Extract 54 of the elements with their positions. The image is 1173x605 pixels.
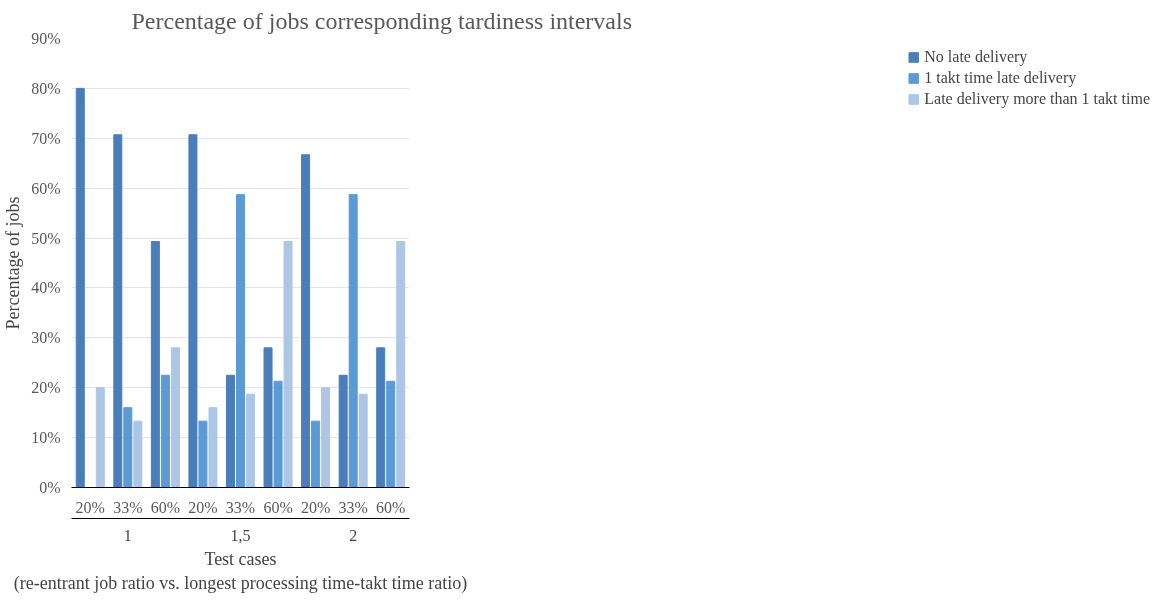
y-tick-label: 80% <box>31 79 61 97</box>
bar <box>208 407 218 488</box>
bar <box>386 380 396 488</box>
bar <box>235 194 246 488</box>
y-axis-title: Percentage of jobs <box>3 196 24 330</box>
bar <box>95 387 105 488</box>
y-tick-label: 90% <box>31 30 61 47</box>
y-tick-label: 60% <box>31 179 61 197</box>
bar <box>358 393 368 488</box>
bar <box>301 154 311 488</box>
x-tick-label: 33% <box>338 498 368 516</box>
legend-label: Late delivery more than 1 takt time <box>924 90 1150 108</box>
x-tick-label: 60% <box>150 498 181 516</box>
x-tick-label: 20% <box>188 498 218 516</box>
bar <box>150 241 160 488</box>
legend-label: No late delivery <box>924 48 1028 66</box>
y-tick-label: 40% <box>31 279 61 297</box>
y-tick-label: 70% <box>31 129 61 147</box>
bar <box>273 380 283 488</box>
y-tick-label: 10% <box>31 429 61 447</box>
bar <box>113 134 123 488</box>
bar <box>75 87 85 488</box>
bar <box>338 374 348 488</box>
bar <box>321 387 331 488</box>
bar <box>376 347 386 488</box>
y-tick-label: 0% <box>39 479 61 496</box>
bar <box>188 134 198 488</box>
text: 1 <box>123 526 132 544</box>
bar <box>133 420 143 488</box>
bar <box>123 407 133 488</box>
legend-label: 1 takt time late delivery <box>924 69 1077 87</box>
bar <box>170 347 180 488</box>
bar <box>348 194 358 488</box>
x-tick-label: 60% <box>376 498 406 516</box>
y-tick-label: 20% <box>31 379 61 397</box>
x-tick-label: 60% <box>263 498 293 516</box>
bar <box>160 374 170 488</box>
bar <box>246 393 256 488</box>
bar <box>311 420 321 488</box>
y-tick-label: 30% <box>31 329 61 347</box>
text: 2 <box>349 526 358 544</box>
bar <box>396 241 406 488</box>
text: 1,5 <box>230 526 251 544</box>
bar <box>225 374 235 488</box>
x-tick-label: 20% <box>300 498 331 516</box>
bar <box>263 347 273 488</box>
bar <box>283 241 293 488</box>
x-tick-label: 33% <box>113 498 143 516</box>
chart-title: Percentage of jobs corresponding tardiness intervals <box>131 7 633 34</box>
x-tick-label: 20% <box>75 498 105 516</box>
x-axis-title: Test cases (re-entrant job ratio vs. longest processing time-takt time ratio) <box>13 548 468 594</box>
y-tick-label: 50% <box>31 229 61 247</box>
bar <box>198 420 208 488</box>
x-tick-label: 33% <box>225 498 256 516</box>
